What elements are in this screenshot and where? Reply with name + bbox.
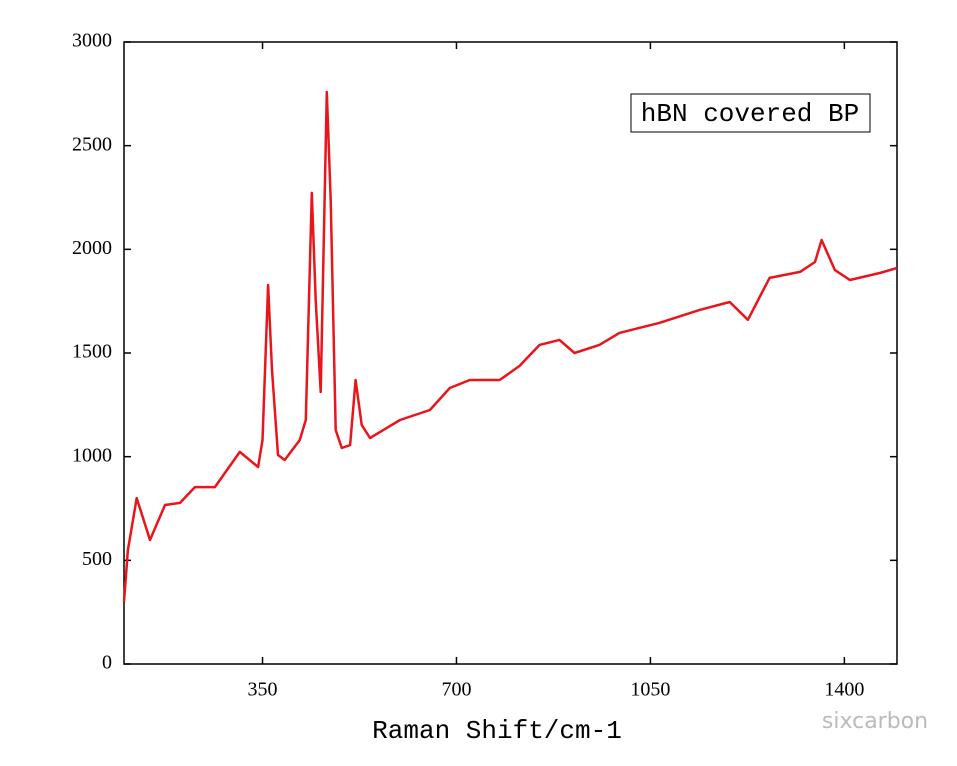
plot-frame: [123, 41, 898, 665]
y-tick-label: 500: [82, 548, 112, 570]
spectrum-line: [122, 90, 898, 602]
x-tick-label: 350: [248, 679, 278, 701]
y-tick-label: 1500: [72, 341, 112, 363]
x-tick-label: 1050: [630, 679, 670, 701]
watermark: sixcarbon: [822, 709, 928, 734]
y-tick-label: 0: [102, 652, 112, 674]
annotation-box: [630, 93, 871, 133]
y-tick-label: 3000: [72, 30, 112, 52]
y-tick-label: 2000: [72, 237, 112, 259]
y-tick-label: 1000: [72, 444, 112, 466]
x-axis-title: Raman Shift/cm-1: [372, 716, 622, 746]
x-tick-label: 1400: [824, 679, 864, 701]
x-tick-label: 700: [441, 679, 471, 701]
annotation: hBN covered BP: [641, 99, 859, 129]
y-tick-label: 2500: [72, 133, 112, 155]
